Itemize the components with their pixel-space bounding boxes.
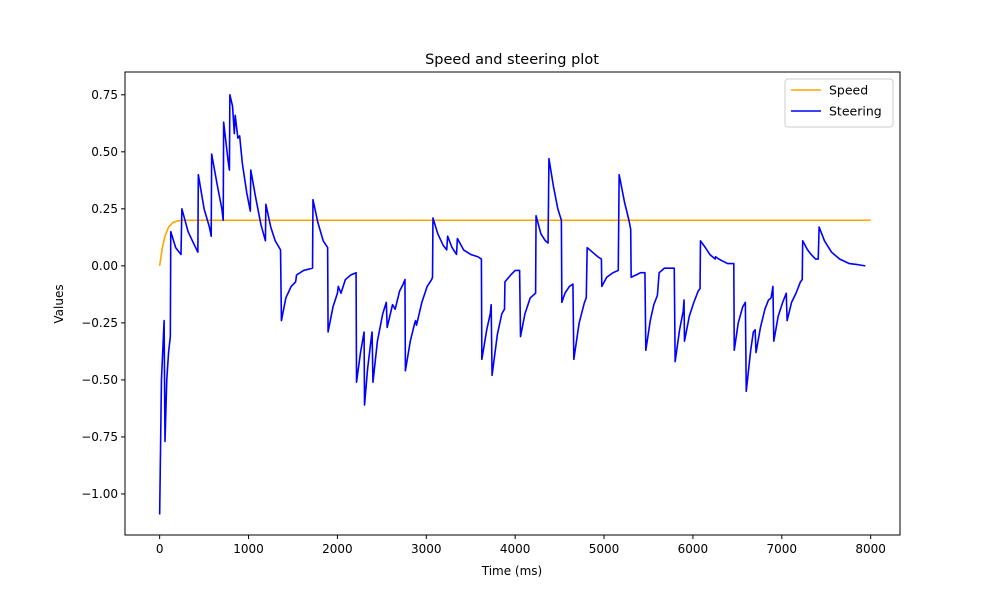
axes: 0 1000 2000 3000 4000 5000 6000 7000 8000 −1.00 −0… bbox=[81, 71, 901, 556]
y-tick-label: −1.00 bbox=[81, 487, 118, 501]
x-tick-label: 0 bbox=[156, 542, 164, 556]
y-axis-label: Values bbox=[52, 284, 66, 323]
y-tick-label: −0.25 bbox=[81, 316, 118, 330]
legend-label-steering: Steering bbox=[829, 104, 882, 119]
legend-box bbox=[784, 78, 894, 128]
legend-label-speed: Speed bbox=[829, 83, 868, 98]
x-tick-label: 2000 bbox=[322, 542, 353, 556]
x-axis-label: Time (ms) bbox=[481, 564, 543, 578]
x-tick-label: 6000 bbox=[678, 542, 709, 556]
y-tick-label: 0.50 bbox=[91, 145, 118, 159]
x-tick-label: 1000 bbox=[233, 542, 264, 556]
y-tick-label: 0.00 bbox=[91, 259, 118, 273]
y-tick-label: −0.50 bbox=[81, 373, 118, 387]
x-tick-label: 8000 bbox=[855, 542, 886, 556]
x-tick-label: 4000 bbox=[500, 542, 531, 556]
x-tick-label: 5000 bbox=[589, 542, 620, 556]
series-line-steering bbox=[158, 94, 866, 515]
axes-frame bbox=[124, 71, 901, 536]
x-tick-label: 7000 bbox=[767, 542, 798, 556]
chart-title: Speed and steering plot bbox=[425, 52, 599, 68]
y-tick-label: 0.75 bbox=[91, 88, 118, 102]
x-tick-label: 3000 bbox=[411, 542, 442, 556]
y-tick-label: 0.25 bbox=[91, 202, 118, 216]
y-tick-label: −0.75 bbox=[81, 430, 118, 444]
plot-area bbox=[158, 94, 871, 515]
legend: Speed Steering bbox=[784, 78, 894, 128]
